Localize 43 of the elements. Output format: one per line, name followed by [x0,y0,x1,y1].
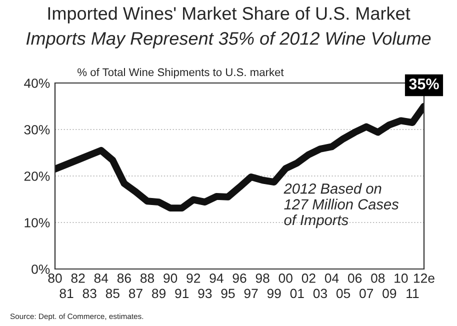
x-tick-label: 93 [198,288,212,298]
x-tick-label: 98 [256,274,270,283]
y-axis-title: % of Total Wine Shipments to U.S. market [78,68,284,78]
annotation: 2012 Based on 127 Million Cases of Imports [284,183,399,228]
x-tick-label: 08 [371,274,385,283]
x-tick-label: 07 [360,288,374,298]
chart-subtitle: Imports May Represent 35% of 2012 Wine Volume [26,32,431,48]
x-tick-label: 01 [290,288,304,298]
x-tick-label: 04 [324,274,339,283]
x-tick-label: 99 [267,288,281,298]
y-tick-label: 30% [24,125,50,134]
x-tick-label: 10 [394,274,408,283]
x-tick-label: 88 [140,274,154,283]
x-tick-label: 06 [348,274,362,283]
x-tick-label: 02 [302,274,316,283]
x-tick-label: 11 [406,288,419,298]
x-tick-label: 86 [117,274,131,283]
x-tick-label: 90 [164,274,178,283]
x-tick-label: 12e [414,274,434,283]
x-tick-label: 81 [60,288,74,298]
x-tick-label: 80 [48,274,62,283]
x-tick-label: 87 [128,288,142,298]
y-tick-label: 0% [32,264,50,274]
chart-title: Imported Wines' Market Share of U.S. Market [48,6,410,24]
x-tick-label: 85 [106,288,120,298]
x-tick-label: 97 [244,288,258,298]
y-tick-label: 20% [24,172,50,181]
x-tick-label: 84 [94,274,108,283]
x-tick-label: 92 [186,274,200,283]
annotation: 35% [409,78,439,90]
x-tick-label: 00 [278,274,292,283]
y-tick-label: 10% [24,218,50,228]
x-tick-label: 95 [221,288,235,298]
x-tick-label: 05 [336,288,350,298]
x-tick-label: 96 [232,274,246,283]
x-tick-label: 03 [313,288,327,298]
x-tick-label: 94 [210,274,224,283]
x-tick-label: 82 [71,274,85,283]
x-tick-label: 91 [175,288,189,298]
x-tick-label: 89 [152,288,166,298]
x-tick-label: 83 [82,288,96,298]
y-tick-label: 40% [24,78,50,88]
x-tick-label: 09 [382,288,396,298]
